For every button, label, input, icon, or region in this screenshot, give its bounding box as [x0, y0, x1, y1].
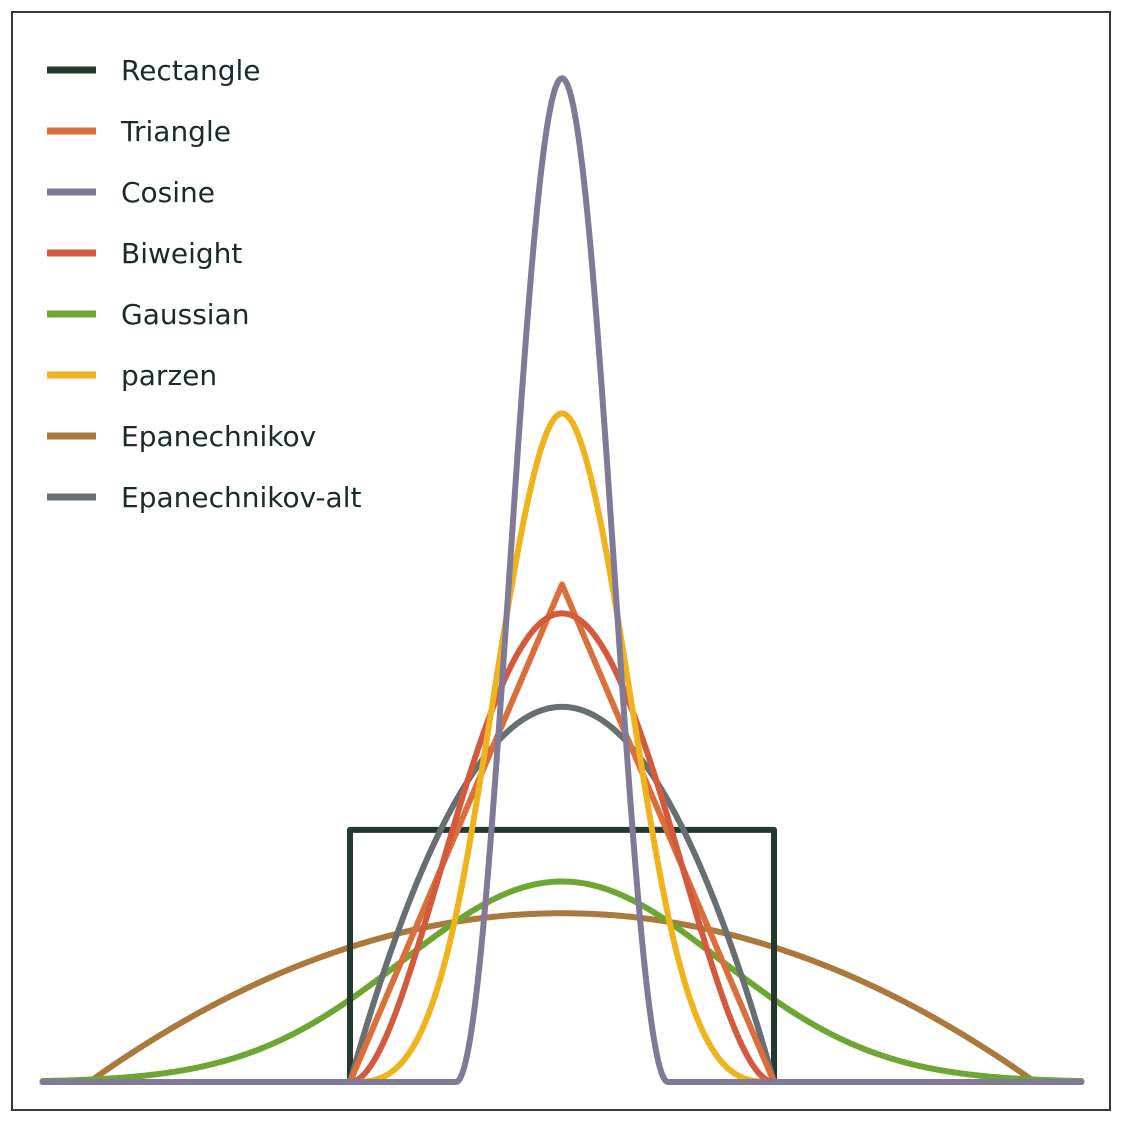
series-line-gaussian	[39, 878, 1085, 1085]
legend-label-epanechnikov-alt: Epanechnikov-alt	[121, 481, 361, 514]
legend: Rectangle Triangle Cosine Biweight Gaussian p…	[47, 54, 361, 514]
legend-label-cosine: Cosine	[121, 176, 215, 209]
legend-label-biweight: Biweight	[121, 237, 242, 270]
plot-frame	[11, 11, 1111, 1111]
series-curves	[39, 75, 1085, 1085]
legend-label-gaussian: Gaussian	[121, 298, 249, 331]
series-line-cosine	[39, 75, 1085, 1085]
legend-label-triangle: Triangle	[120, 115, 231, 148]
series-line-epanechnikov	[39, 910, 1085, 1085]
legend-label-parzen: parzen	[121, 359, 217, 392]
legend-label-rectangle: Rectangle	[121, 54, 260, 87]
legend-label-epanechnikov: Epanechnikov	[121, 420, 316, 453]
